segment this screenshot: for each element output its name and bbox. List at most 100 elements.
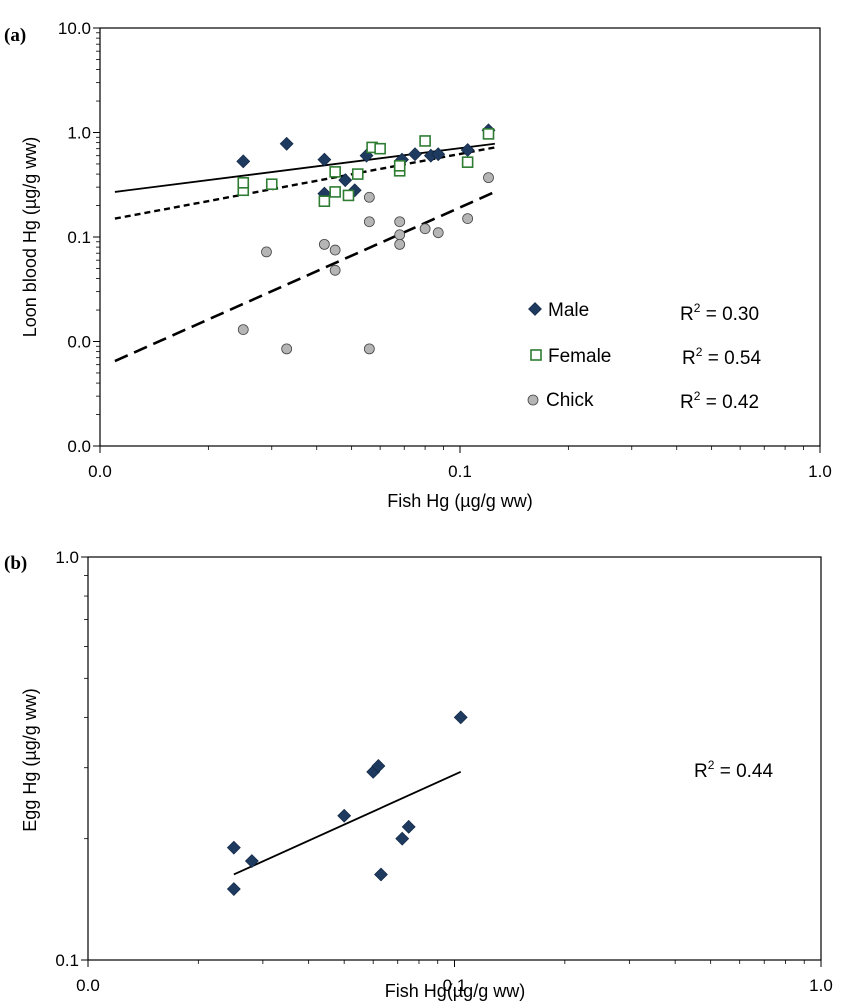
legend-chick-entry: Chick R2 = 0.42	[527, 389, 759, 413]
y-tick-label: 10.0	[58, 19, 91, 38]
egg-point	[453, 710, 468, 725]
panel-b-r2-value: = 0.44	[714, 761, 773, 782]
female-point	[461, 156, 474, 168]
panel-a-legend: Male R2 = 0.30 Female R2 = 0.54 Chick R2…	[527, 300, 761, 413]
panel-a-y-axis-label: Loon blood Hg (µg/g ww)	[20, 137, 40, 337]
x-tick-label: 1.0	[808, 462, 832, 481]
chick-point	[363, 343, 375, 355]
legend-chick-r2: R2 = 0.42	[680, 389, 759, 413]
panel-b-label: (b)	[4, 553, 27, 574]
panel-b-y-axis-label: Egg Hg (µg/g ww)	[20, 688, 40, 831]
chick-point	[261, 246, 272, 258]
x-tick-label: 0.1	[443, 976, 467, 995]
egg-point	[401, 819, 416, 834]
chick-point	[237, 324, 249, 335]
panel-a-label: (a)	[4, 25, 26, 46]
x-tick-label: 1.0	[809, 976, 833, 995]
panel-a-plot-area	[99, 27, 821, 447]
chick-point	[394, 229, 406, 241]
female-point	[482, 128, 495, 140]
r2-superscript: 2	[708, 758, 715, 772]
female-point	[374, 142, 386, 155]
female-point	[329, 186, 341, 198]
male-point	[431, 147, 446, 162]
legend-female-marker	[530, 349, 542, 361]
male-point	[338, 173, 353, 188]
x-tick-label: 0.0	[88, 462, 112, 481]
panel-b-fit-lines	[233, 771, 462, 876]
female-point	[419, 135, 431, 147]
chick-point	[329, 264, 341, 276]
egg-point	[374, 867, 388, 882]
female-point	[329, 166, 341, 178]
egg-point	[337, 808, 352, 823]
chick-point	[419, 223, 431, 235]
r2-superscript: 2	[694, 389, 701, 403]
y-tick-label: 0.0	[67, 437, 91, 456]
female-point	[237, 177, 250, 189]
chick-point	[462, 213, 474, 224]
panel-a-chart: (a) Fish Hg (µg/g ww) Loon blood Hg (µg/…	[4, 19, 832, 511]
chick-point	[281, 343, 293, 355]
legend-male-label: Male	[548, 300, 589, 321]
female-point	[351, 168, 364, 180]
panel-b-r2-label: R	[694, 761, 708, 782]
y-tick-label: 0.1	[55, 951, 79, 970]
panel-b-x-axis-label: Fish Hg(µg/g ww)	[385, 981, 525, 1001]
egg-point	[244, 854, 259, 868]
chick-point	[318, 238, 330, 250]
legend-male-marker	[528, 302, 542, 316]
y-tick-label: 1.0	[55, 548, 79, 567]
legend-male-r2-value: = 0.30	[700, 304, 759, 325]
male-point	[408, 147, 422, 162]
legend-female-r2-label: R	[682, 348, 696, 369]
panel-b-points	[226, 710, 468, 896]
legend-female-r2: R2 = 0.54	[682, 345, 761, 369]
panel-b-ticks: 0.0 0.1 1.0 0.1 1.0	[55, 548, 832, 995]
egg-point	[226, 882, 241, 896]
panel-a-fit-lines	[114, 142, 496, 363]
chick-point	[363, 216, 375, 228]
r2-superscript: 2	[694, 301, 701, 315]
chick-point	[432, 227, 444, 239]
legend-chick-r2-value: = 0.42	[700, 392, 759, 413]
chick-point	[329, 244, 341, 256]
panel-b-chart: (b) Fish Hg(µg/g ww) Egg Hg (µg/g ww) 0.…	[4, 548, 833, 1001]
legend-female-entry: Female R2 = 0.54	[530, 345, 761, 369]
x-tick-label: 0.0	[76, 976, 100, 995]
male-point	[359, 148, 374, 163]
chick-point	[394, 216, 406, 228]
male-point	[236, 154, 251, 169]
legend-male-r2-label: R	[680, 304, 694, 325]
chick-fit-line	[114, 190, 496, 363]
legend-male-r2: R2 = 0.30	[680, 301, 759, 325]
female-point	[265, 178, 278, 191]
panel-b-r2-annotation: R2 = 0.44	[694, 758, 773, 782]
r2-superscript: 2	[696, 345, 703, 359]
legend-male-entry: Male R2 = 0.30	[528, 300, 759, 325]
panel-a-ticks: 0.0 0.1 1.0 0.0 0.0 0.1 1.0 10.0	[58, 19, 832, 481]
legend-chick-marker	[527, 394, 539, 406]
male-point	[347, 183, 362, 198]
female-point	[342, 189, 355, 202]
male-point	[279, 136, 294, 151]
y-tick-label: 1.0	[67, 124, 91, 143]
legend-female-label: Female	[548, 346, 611, 367]
panel-a-points	[236, 123, 496, 355]
legend-female-r2-value: = 0.54	[702, 348, 761, 369]
chick-point	[483, 172, 494, 184]
egg-point	[371, 759, 386, 773]
legend-chick-label: Chick	[546, 390, 594, 411]
male-point	[317, 152, 332, 167]
female-point	[318, 195, 331, 208]
y-tick-label: 0.0	[67, 333, 91, 352]
chick-point	[394, 238, 406, 250]
x-tick-label: 0.1	[448, 462, 472, 481]
female-point	[393, 160, 406, 172]
egg-fit-line	[233, 771, 462, 876]
y-tick-label: 0.1	[67, 228, 91, 247]
chick-point	[363, 191, 375, 203]
egg-point	[395, 831, 410, 846]
legend-chick-r2-label: R	[680, 392, 694, 413]
